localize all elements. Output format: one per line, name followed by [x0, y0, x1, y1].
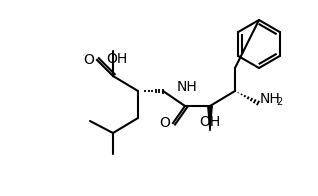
Text: NH: NH — [177, 80, 198, 94]
Text: OH: OH — [107, 52, 128, 66]
Polygon shape — [208, 106, 212, 131]
Text: OH: OH — [199, 115, 221, 129]
Text: 2: 2 — [276, 97, 282, 107]
Text: NH: NH — [260, 92, 281, 106]
Text: O: O — [84, 53, 94, 67]
Text: O: O — [160, 116, 170, 130]
